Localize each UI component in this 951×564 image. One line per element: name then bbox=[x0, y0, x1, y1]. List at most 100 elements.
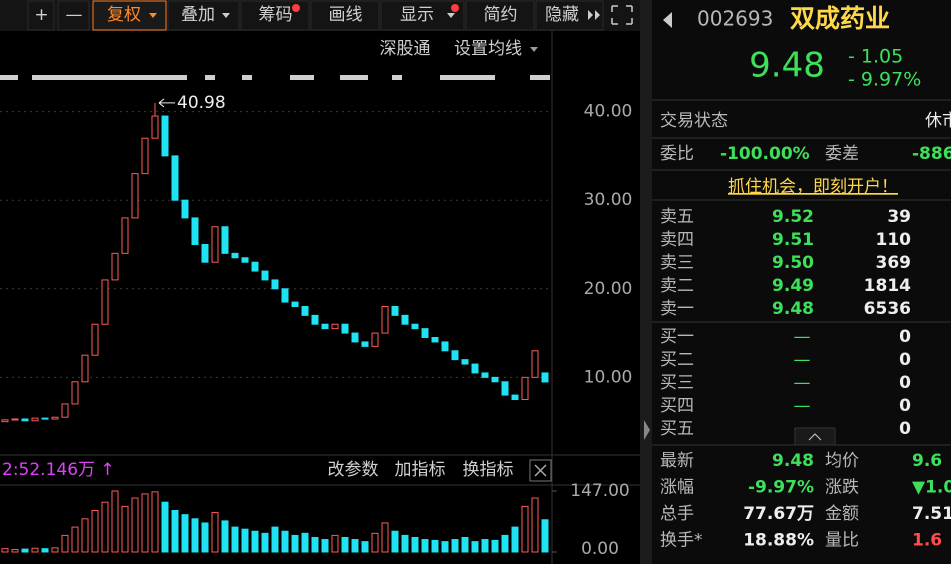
badge bbox=[451, 4, 459, 12]
candle-down bbox=[441, 341, 449, 352]
volume-bar bbox=[51, 547, 59, 553]
peak-label: 40.98 bbox=[177, 93, 226, 113]
candle-up bbox=[61, 403, 69, 418]
volume-bar bbox=[351, 539, 359, 553]
candle-down bbox=[301, 305, 309, 316]
stat-value: 9.48 bbox=[772, 451, 814, 471]
stat-value: 7.51 bbox=[912, 504, 951, 524]
candle-down bbox=[351, 332, 359, 343]
volume-bar bbox=[411, 536, 419, 553]
indicator-button[interactable]: 换指标 bbox=[463, 460, 514, 480]
stat-label: 涨跌 bbox=[825, 478, 859, 498]
volume-bar bbox=[161, 501, 169, 553]
bid-label: 买一 bbox=[660, 327, 694, 347]
candle-down bbox=[431, 336, 439, 343]
promo-banner[interactable]: 抓住机会，即刻开户！ bbox=[728, 177, 898, 197]
candle-down bbox=[321, 323, 329, 330]
volume-bar bbox=[81, 518, 89, 553]
ask-label: 卖四 bbox=[660, 230, 694, 250]
toolbar-button[interactable] bbox=[310, 0, 380, 31]
quote-text: 休市 bbox=[925, 111, 951, 131]
volume-bar bbox=[361, 541, 369, 553]
candle-up bbox=[521, 376, 529, 401]
volume-bar bbox=[251, 530, 259, 553]
splitter-arrow[interactable] bbox=[644, 420, 650, 440]
bid-price: — bbox=[794, 373, 811, 393]
toolbar-label[interactable]: 简约 bbox=[484, 5, 518, 25]
stat-label: 金额 bbox=[825, 504, 859, 524]
ask-volume: 6536 bbox=[864, 299, 911, 319]
quote-text: -100.00% bbox=[720, 144, 810, 164]
link[interactable]: 深股通 bbox=[380, 39, 431, 59]
toolbar-button[interactable] bbox=[92, 0, 167, 31]
toolbar-label[interactable]: 复权 bbox=[107, 5, 141, 25]
link[interactable]: 设置均线 bbox=[454, 39, 522, 59]
toolbar-button[interactable] bbox=[57, 0, 90, 31]
toolbar-label[interactable]: 筹码 bbox=[259, 5, 293, 25]
price-change-pct: - 9.97% bbox=[848, 69, 921, 91]
candle-up bbox=[151, 115, 159, 139]
y-tick-label: 10.00 bbox=[584, 367, 633, 387]
volume-bar bbox=[451, 539, 459, 553]
candle-down bbox=[311, 314, 319, 325]
bid-volume: 0 bbox=[899, 396, 911, 416]
volume-bar bbox=[141, 493, 149, 553]
volume-bar bbox=[151, 491, 159, 553]
ask-label: 卖二 bbox=[660, 276, 694, 296]
candle-down bbox=[231, 252, 239, 259]
bid-volume: 0 bbox=[899, 350, 911, 370]
stat-label: 总手 bbox=[660, 504, 694, 524]
candle-up bbox=[51, 416, 59, 420]
toolbar-label[interactable]: 叠加 bbox=[181, 5, 215, 25]
volume-bar bbox=[281, 530, 289, 553]
toolbar-label[interactable]: + bbox=[34, 5, 48, 25]
toolbar-label[interactable]: 隐藏 bbox=[545, 5, 579, 25]
toolbar-label[interactable]: 画线 bbox=[329, 5, 363, 25]
volume-bar bbox=[291, 534, 299, 553]
volume-bar bbox=[501, 534, 509, 553]
back-icon[interactable] bbox=[663, 12, 672, 28]
volume-bar bbox=[341, 536, 349, 553]
expand-icon[interactable] bbox=[611, 5, 633, 25]
volume-bar bbox=[371, 532, 379, 553]
volume-bar bbox=[431, 539, 439, 553]
candle-down bbox=[41, 417, 49, 420]
volume-bar bbox=[521, 505, 529, 553]
candle-down bbox=[251, 261, 259, 272]
ask-label: 卖一 bbox=[660, 299, 694, 319]
toolbar-button[interactable] bbox=[465, 0, 535, 31]
stat-label: 换手* bbox=[660, 531, 703, 551]
volume-bar bbox=[211, 512, 219, 553]
quote-text: 交易状态 bbox=[660, 111, 728, 131]
candle-up bbox=[141, 137, 149, 175]
dropdown-icon bbox=[447, 13, 455, 18]
volume-bar bbox=[471, 541, 479, 553]
volume-bar bbox=[511, 526, 519, 553]
volume-bar bbox=[231, 526, 239, 553]
y-tick-label: 40.00 bbox=[584, 102, 633, 122]
ask-volume: 39 bbox=[887, 207, 911, 227]
volume-bar bbox=[481, 539, 489, 553]
candle-down bbox=[491, 376, 499, 383]
collapse-tab[interactable] bbox=[794, 427, 836, 446]
toolbar-button[interactable] bbox=[27, 0, 55, 31]
close-button[interactable] bbox=[529, 459, 552, 482]
stat-value: 1.6 bbox=[912, 531, 942, 551]
volume-bar bbox=[401, 534, 409, 553]
candle-down bbox=[161, 115, 169, 157]
bid-label: 买五 bbox=[660, 419, 694, 439]
toolbar-label[interactable]: 显示 bbox=[400, 5, 434, 25]
indicator-button[interactable]: 加指标 bbox=[395, 460, 446, 480]
toolbar-label[interactable]: — bbox=[66, 5, 83, 25]
quote-text: -886 bbox=[912, 144, 951, 164]
ask-label: 卖三 bbox=[660, 253, 694, 273]
stat-value: -9.97% bbox=[748, 478, 814, 498]
indicator-button[interactable]: 改参数 bbox=[328, 460, 379, 480]
volume-bar bbox=[191, 518, 199, 553]
ask-volume: 369 bbox=[876, 253, 912, 273]
splitter[interactable] bbox=[640, 0, 652, 564]
candle-down bbox=[361, 341, 369, 347]
candle-up bbox=[101, 279, 109, 325]
stock-code: 002693 bbox=[697, 7, 773, 31]
